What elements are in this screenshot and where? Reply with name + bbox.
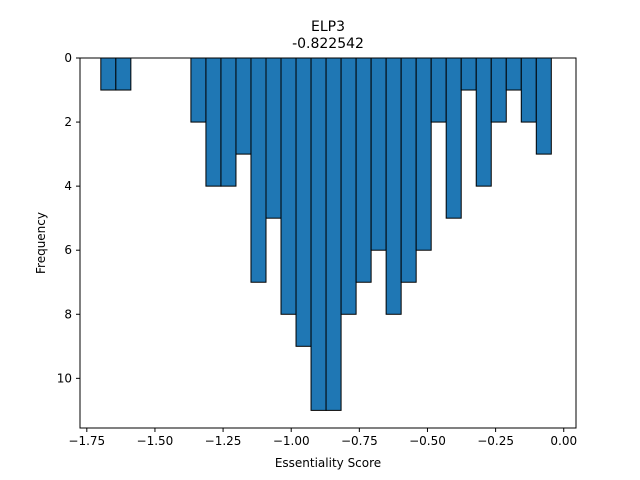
histogram-bar-2 [190,57,207,123]
bars-group [100,57,552,411]
x-tick-label-6: −0.25 [477,434,514,448]
y-tick-label-3: 6 [64,243,72,257]
x-tick-label-1: −1.50 [137,434,174,448]
y-tick-label-1: 2 [64,115,72,129]
histogram-bar-3 [205,57,222,187]
histogram-bar-19 [445,57,462,219]
x-tick-label-0: −1.75 [68,434,105,448]
histogram-bar-10 [310,57,327,411]
histogram-bar-23 [505,57,522,91]
histogram-bar-16 [400,57,417,283]
x-tick-label-3: −1.00 [273,434,310,448]
x-tick-label-2: −1.25 [205,434,242,448]
plot-frame [79,57,577,429]
histogram-bar-8 [280,57,297,315]
y-axis-ticks: 0 2 4 6 8 10 [57,51,80,385]
y-tick-label-4: 8 [64,307,72,321]
x-tick-label-4: −0.75 [341,434,378,448]
histogram-bar-21 [475,57,492,187]
x-tick-label-5: −0.50 [409,434,446,448]
y-tick-label-2: 4 [64,179,72,193]
histogram-bar-9 [295,57,312,347]
histogram-bar-24 [520,57,537,123]
y-tick-label-0: 0 [64,51,72,65]
histogram-bar-12 [340,57,357,315]
histogram-bar-25 [535,57,552,155]
histogram-bar-6 [250,57,267,283]
histogram-bar-4 [220,57,237,187]
histogram-bar-18 [430,57,447,123]
histogram-bar-20 [460,57,477,91]
chart-subtitle: -0.822542 [292,36,364,52]
histogram-bar-1 [115,57,132,91]
histogram-bar-22 [490,57,507,123]
histogram-bar-14 [370,57,387,251]
histogram-bar-5 [235,57,252,155]
x-axis-ticks: −1.75 −1.50 −1.25 −1.00 −0.75 −0.50 −0.25 0.00 [68,428,577,448]
histogram-bar-17 [415,57,432,251]
histogram-bar-15 [385,57,402,315]
y-axis-label: Frequency [34,212,48,274]
histogram-bar-11 [325,57,342,411]
histogram-bar-13 [355,57,372,283]
y-tick-label-5: 10 [57,371,72,385]
chart-title: ELP3 [311,19,345,35]
x-tick-label-7: 0.00 [550,434,577,448]
histogram-bar-7 [265,57,282,219]
histogram-bar-0 [100,57,117,91]
x-axis-label: Essentiality Score [275,456,381,470]
